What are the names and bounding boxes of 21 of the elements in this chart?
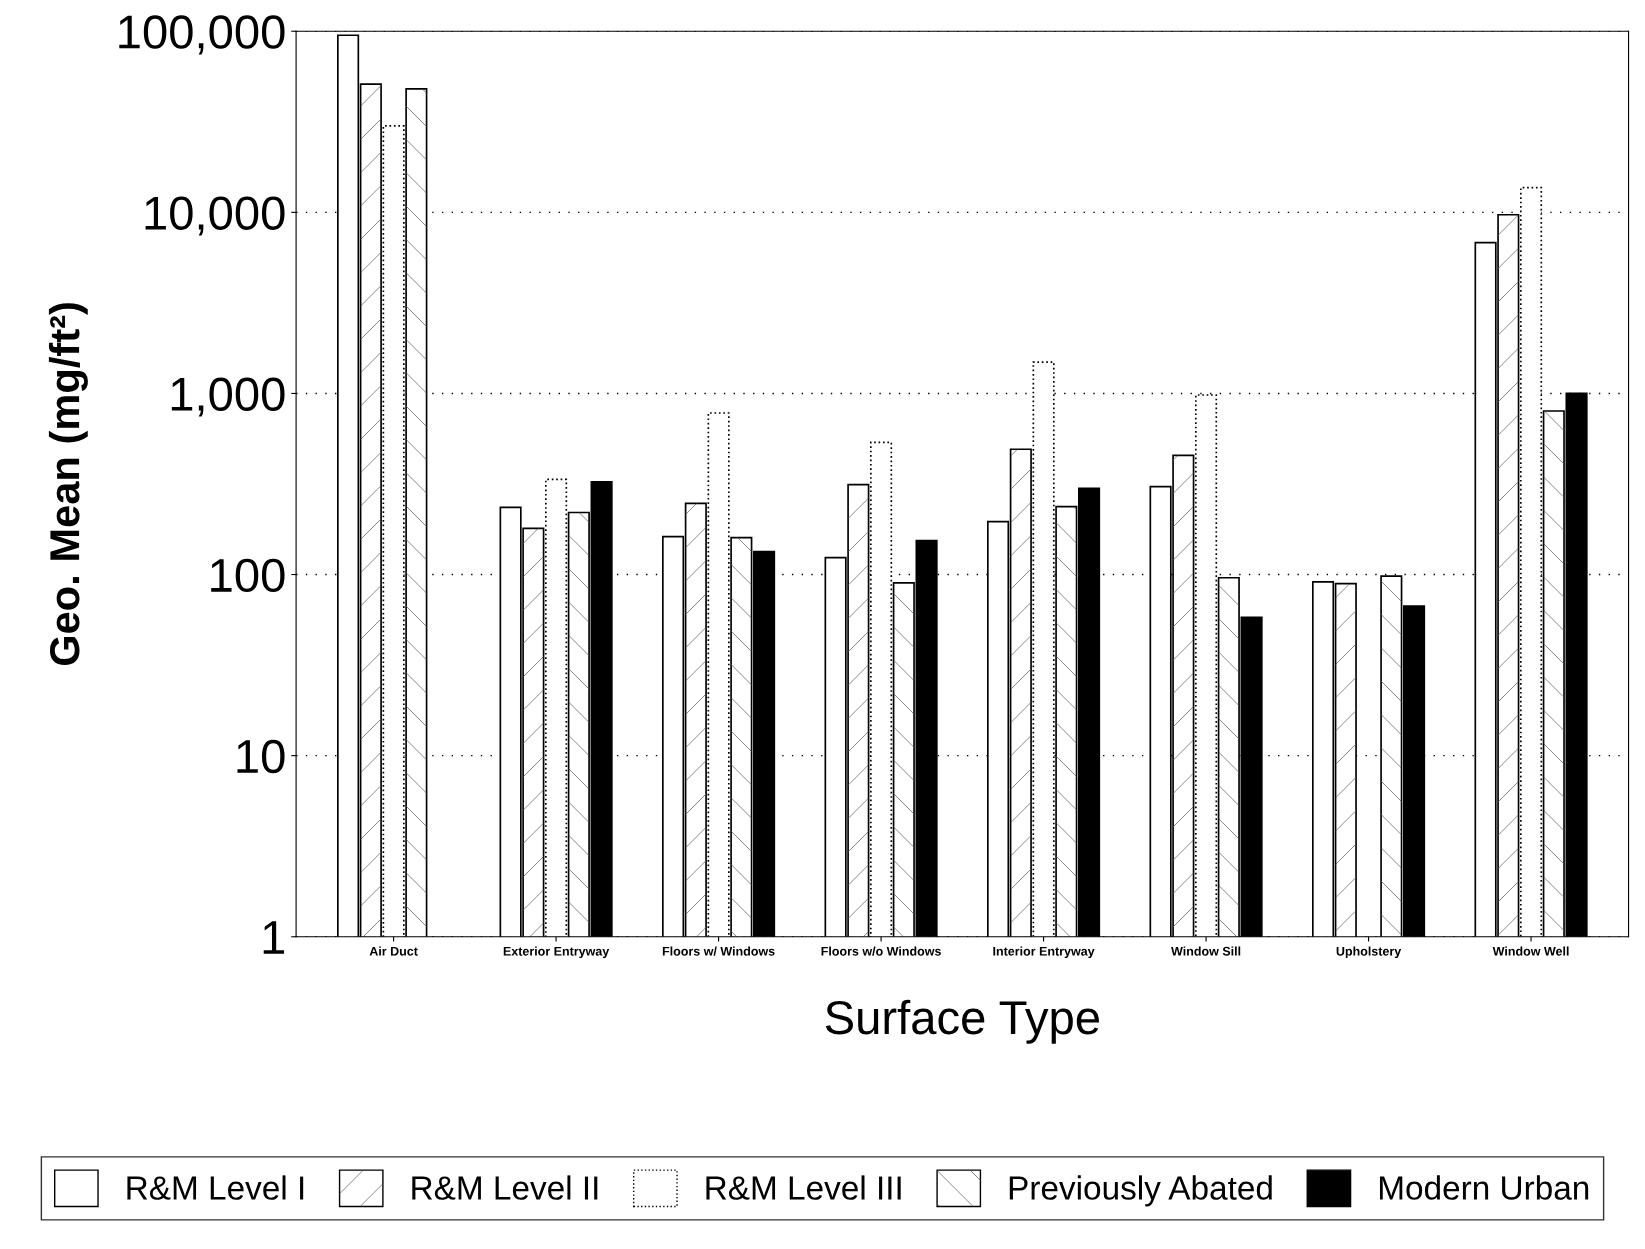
y-tick-label: 1 [263, 921, 285, 954]
x-axis-title: Surface Type [825, 999, 1099, 1044]
x-tick-label: Window Well [1492, 946, 1569, 956]
legend-label: R&M Level III [706, 1175, 901, 1200]
y-tick-label: 10 [237, 739, 285, 774]
legend-label: Modern Urban [1379, 1175, 1589, 1200]
x-tick-label: Window Sill [1171, 946, 1241, 956]
x-tick-label: Floors w/ Windows [662, 946, 775, 956]
legend-label: R&M Level II [412, 1175, 598, 1200]
x-tick-label: Exterior Entryway [503, 946, 610, 959]
x-tick-label: Interior Entryway [993, 946, 1095, 959]
x-tick-label: Air Duct [369, 946, 418, 956]
y-tick-label: 100,000 [119, 15, 285, 55]
y-tick-label: 10,000 [145, 196, 285, 236]
x-tick-label: Floors w/o Windows [821, 946, 941, 956]
x-tick-label: Upholstery [1336, 946, 1402, 959]
y-tick-label: 1,000 [171, 377, 285, 417]
legend-label: R&M Level I [127, 1175, 304, 1200]
y-tick-label: 100 [211, 558, 285, 593]
legend-label: Previously Abated [1009, 1175, 1272, 1207]
y-axis-title: Geo. Mean (mg/ft²) [48, 303, 88, 666]
